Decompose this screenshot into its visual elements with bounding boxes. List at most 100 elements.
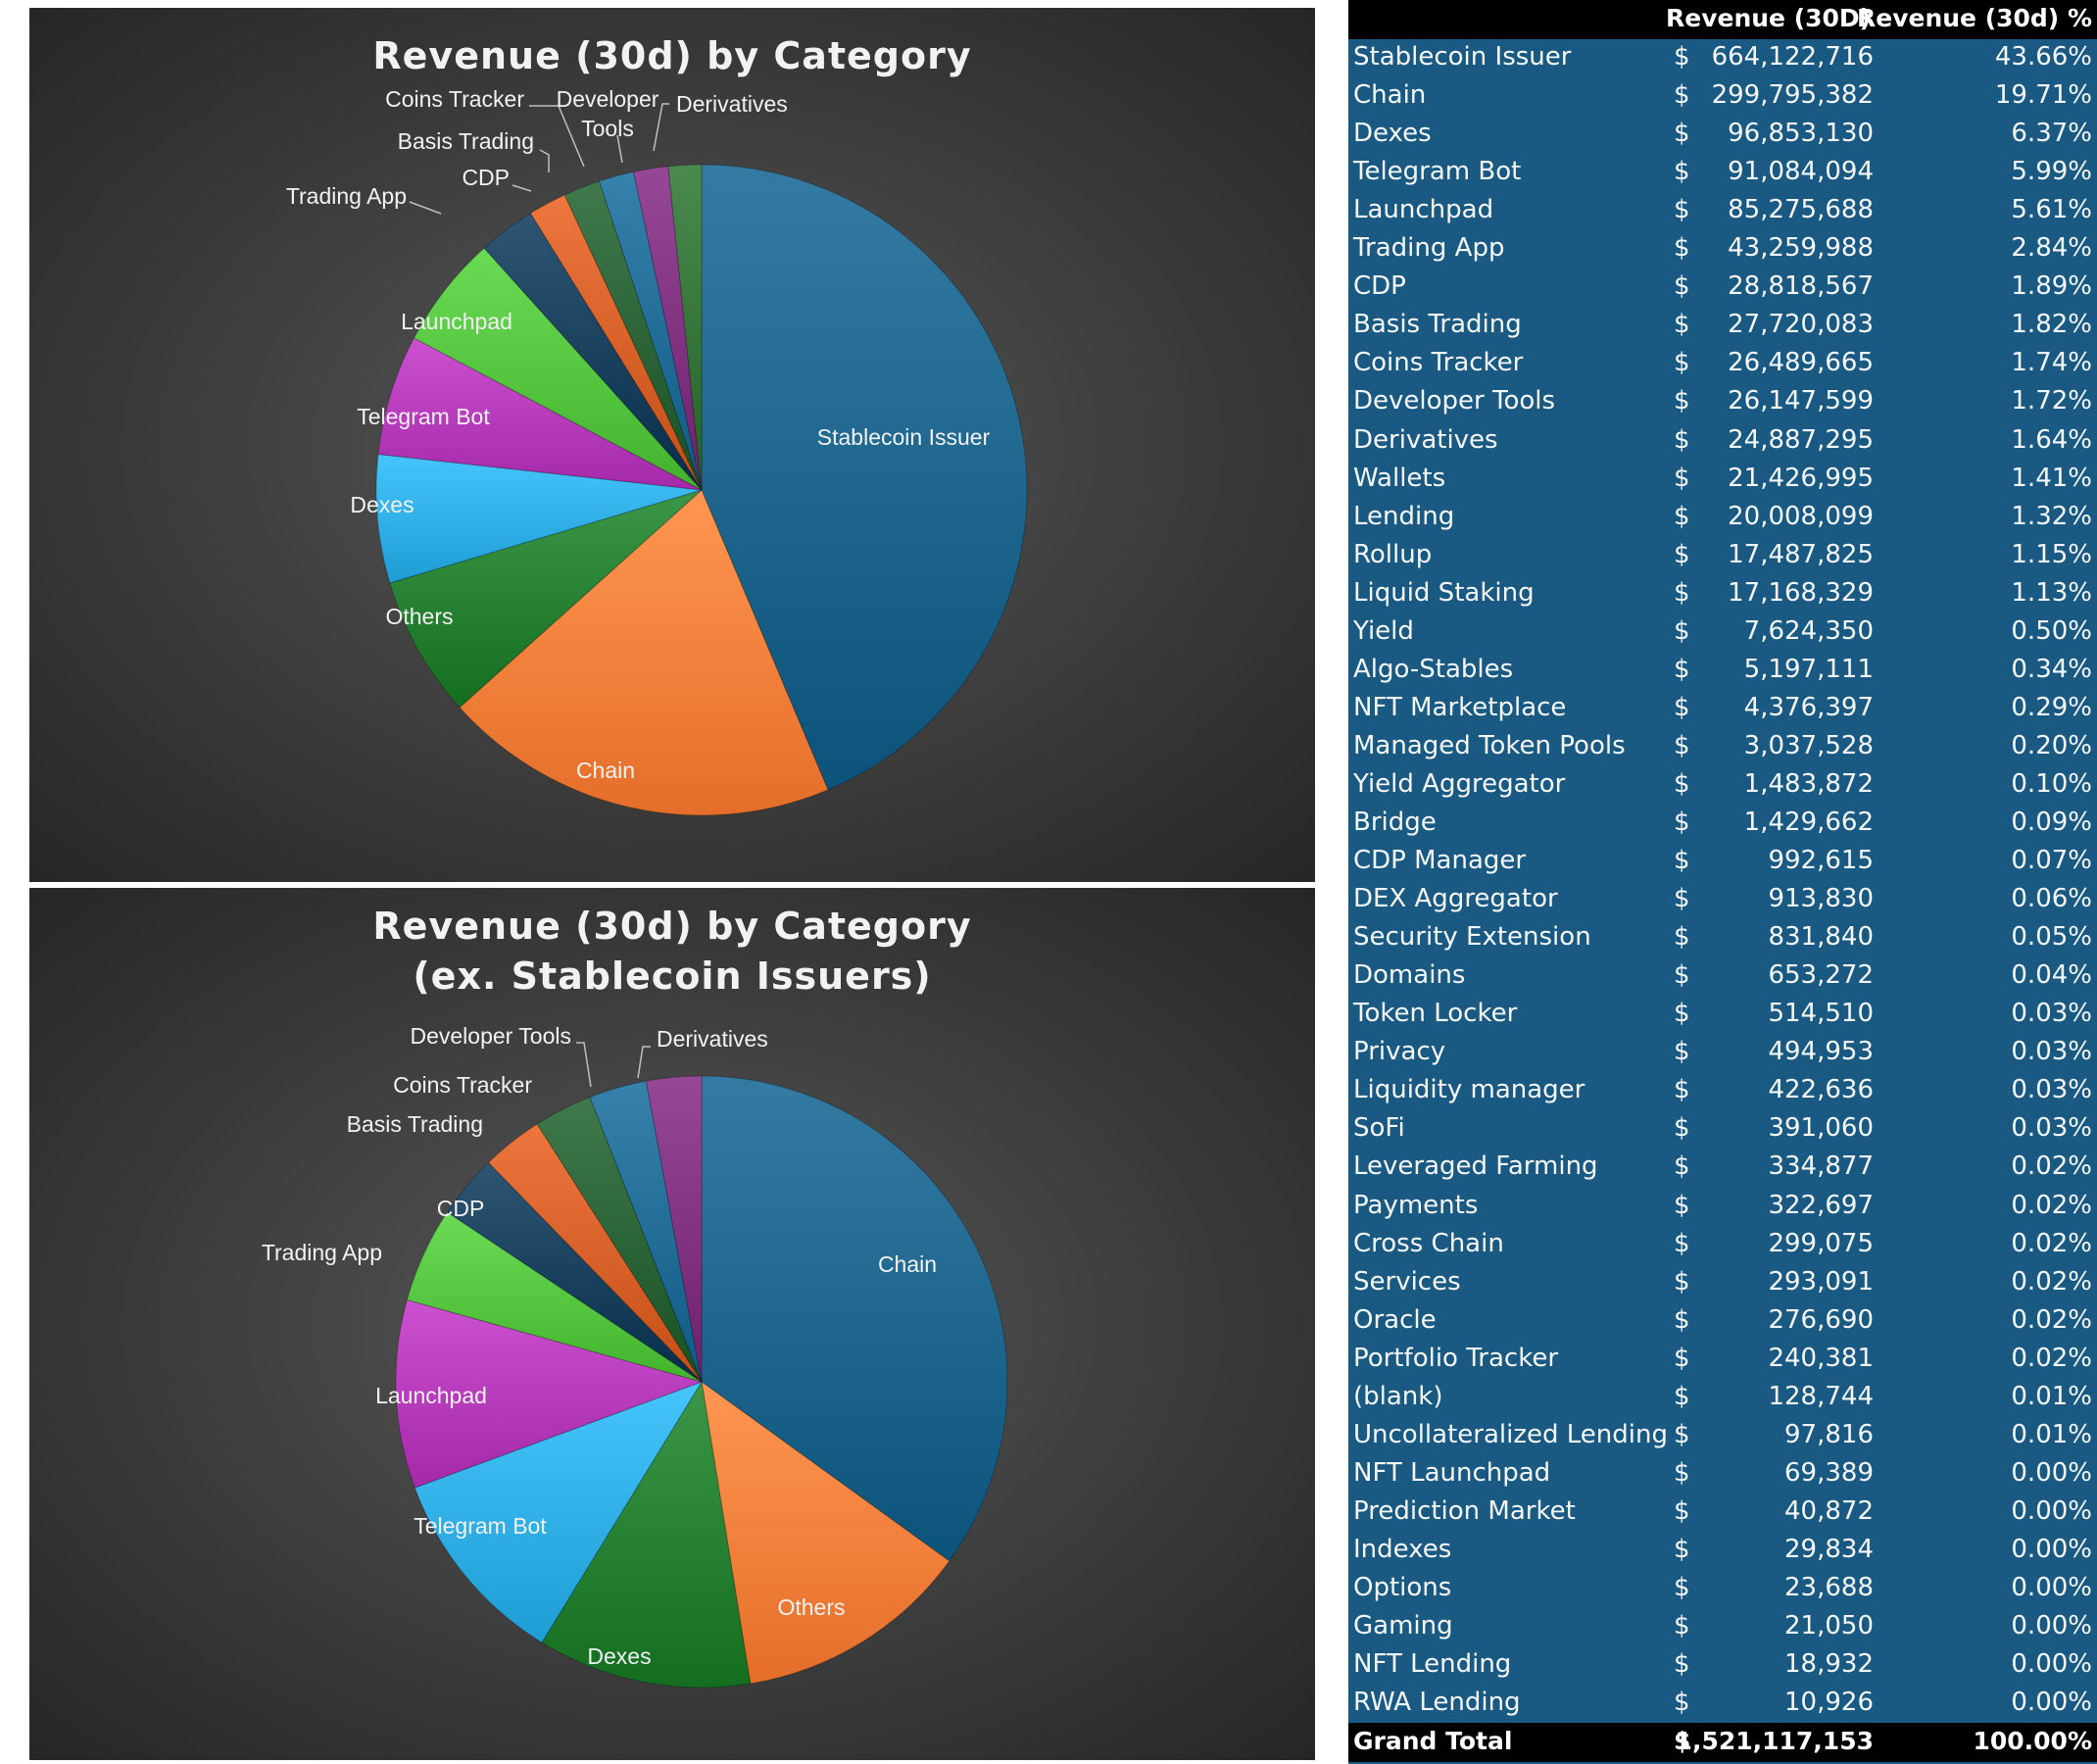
currency-cell: $ (1674, 463, 1690, 493)
pie-slice-basis-trading (487, 1123, 703, 1383)
currency-cell: $ (1674, 1649, 1690, 1680)
percent-cell: 0.01% (2011, 1419, 2092, 1449)
slice-label-launchpad: Launchpad (401, 309, 512, 334)
percent-cell: 0.02% (2011, 1152, 2092, 1182)
currency-cell: $ (1674, 348, 1690, 378)
category-cell: DEX Aggregator (1353, 884, 1558, 914)
table-row: Stablecoin Issuer $664,122,716 43.66% (1348, 39, 2097, 77)
slice-label-chain: Chain (878, 1251, 937, 1277)
table-row: NFT Lending $18,932 0.00% (1348, 1646, 2097, 1685)
revenue-cell: 27,720,083 (1728, 310, 1874, 340)
chart-panel-ex-stablecoin: Revenue (30d) by Category (ex. Stablecoi… (29, 888, 1315, 1760)
leader-line (512, 184, 532, 192)
header-revenue-pct: Revenue (30d) % (1856, 4, 2092, 32)
total-amount: 1,521,117,153 (1675, 1727, 1874, 1756)
slice-label-derivatives: Derivatives (676, 91, 788, 117)
currency-cell: $ (1674, 1611, 1690, 1642)
revenue-cell: 26,489,665 (1728, 348, 1874, 378)
chart-title: Revenue (30d) by Category (372, 905, 971, 948)
slice-label-cdp: CDP (437, 1196, 485, 1221)
table-row: Chain $299,795,382 19.71% (1348, 77, 2097, 116)
percent-cell: 0.03% (2011, 1113, 2092, 1144)
pie-chart-all: Revenue (30d) by Category Stablecoin Iss… (286, 34, 1028, 816)
slice-label-trading-app: Trading App (262, 1240, 382, 1265)
percent-cell: 0.07% (2011, 846, 2092, 876)
table-row: Basis Trading $27,720,083 1.82% (1348, 307, 2097, 345)
revenue-cell: 391,060 (1768, 1113, 1874, 1144)
percent-cell: 0.02% (2011, 1266, 2092, 1297)
percent-cell: 1.32% (2011, 501, 2092, 531)
currency-cell: $ (1674, 424, 1690, 455)
leader-line (637, 1046, 651, 1079)
table-row: NFT Marketplace $4,376,397 0.29% (1348, 690, 2097, 728)
percent-cell: 0.29% (2011, 692, 2092, 722)
category-cell: Gaming (1353, 1611, 1453, 1642)
currency-cell: $ (1674, 1113, 1690, 1144)
table-row: Leveraged Farming $334,877 0.02% (1348, 1149, 2097, 1187)
table-row: (blank) $128,744 0.01% (1348, 1379, 2097, 1417)
revenue-cell: 21,050 (1784, 1611, 1874, 1642)
table-row: Payments $322,697 0.02% (1348, 1188, 2097, 1226)
pie-slice-dexes (375, 453, 703, 584)
slice-label-trading-app: Trading App (286, 183, 407, 209)
header-revenue-30d: Revenue (30D) (1666, 4, 1872, 32)
currency-cell: $ (1674, 615, 1690, 646)
currency-cell: $ (1674, 233, 1690, 264)
currency-cell: $ (1674, 386, 1690, 416)
pie-slice-launchpad (413, 247, 703, 491)
currency-cell: $ (1674, 195, 1690, 225)
percent-cell: 6.37% (2011, 119, 2092, 149)
pie-slice-derivatives (667, 164, 703, 491)
revenue-cell: 514,510 (1768, 999, 1874, 1029)
slice-label-coins-tracker: Coins Tracker (393, 1072, 532, 1098)
table-row: Developer Tools $26,147,599 1.72% (1348, 383, 2097, 421)
percent-cell: 1.82% (2011, 310, 2092, 340)
table-row: Coins Tracker $26,489,665 1.74% (1348, 345, 2097, 383)
pie-slice-telegram-bot (414, 1381, 704, 1643)
revenue-cell: 422,636 (1768, 1075, 1874, 1105)
revenue-cell: 29,834 (1784, 1534, 1874, 1564)
percent-cell: 1.89% (2011, 271, 2092, 302)
chart-title: Revenue (30d) by Category (372, 34, 971, 77)
pie-slice-others (389, 489, 703, 709)
revenue-cell: 4,376,397 (1743, 692, 1874, 722)
currency-cell: $ (1674, 1381, 1690, 1411)
percent-cell: 0.00% (2011, 1534, 2092, 1564)
category-cell: Portfolio Tracker (1353, 1343, 1559, 1373)
table-row: SoFi $391,060 0.03% (1348, 1110, 2097, 1149)
revenue-cell: 96,853,130 (1728, 119, 1874, 149)
percent-cell: 0.00% (2011, 1649, 2092, 1680)
category-cell: Options (1353, 1573, 1452, 1602)
total-dollar: $ (1674, 1727, 1691, 1756)
slice-label-telegram-bot: Telegram Bot (414, 1513, 547, 1539)
percent-cell: 0.03% (2011, 1075, 2092, 1105)
category-cell: Managed Token Pools (1353, 730, 1626, 760)
category-cell: Privacy (1353, 1037, 1446, 1067)
percent-cell: 2.84% (2011, 233, 2092, 264)
revenue-cell: 128,744 (1768, 1381, 1874, 1411)
pie-slice-stablecoin-issuer (701, 164, 1028, 791)
currency-cell: $ (1674, 846, 1690, 876)
currency-cell: $ (1674, 501, 1690, 531)
category-cell: Cross Chain (1353, 1228, 1504, 1258)
currency-cell: $ (1674, 1190, 1690, 1220)
category-cell: RWA Lending (1353, 1688, 1521, 1718)
table-row: Options $23,688 0.00% (1348, 1570, 2097, 1608)
currency-cell: $ (1674, 310, 1690, 340)
category-cell: Rollup (1353, 539, 1433, 569)
currency-cell: $ (1674, 119, 1690, 149)
table-row: RWA Lending $10,926 0.00% (1348, 1685, 2097, 1723)
revenue-cell: 664,122,716 (1711, 42, 1874, 72)
currency-cell: $ (1674, 1266, 1690, 1297)
revenue-cell: 91,084,094 (1728, 157, 1874, 187)
category-cell: Developer Tools (1353, 386, 1556, 416)
currency-cell: $ (1674, 808, 1690, 837)
percent-cell: 1.13% (2011, 577, 2092, 608)
percent-cell: 0.05% (2011, 922, 2092, 953)
revenue-cell: 17,487,825 (1728, 539, 1874, 569)
category-cell: Basis Trading (1353, 310, 1522, 340)
slice-label-developer-tools: Developer (557, 86, 659, 112)
table-row: Prediction Market $40,872 0.00% (1348, 1494, 2097, 1532)
currency-cell: $ (1674, 271, 1690, 302)
table-row: Privacy $494,953 0.03% (1348, 1034, 2097, 1072)
